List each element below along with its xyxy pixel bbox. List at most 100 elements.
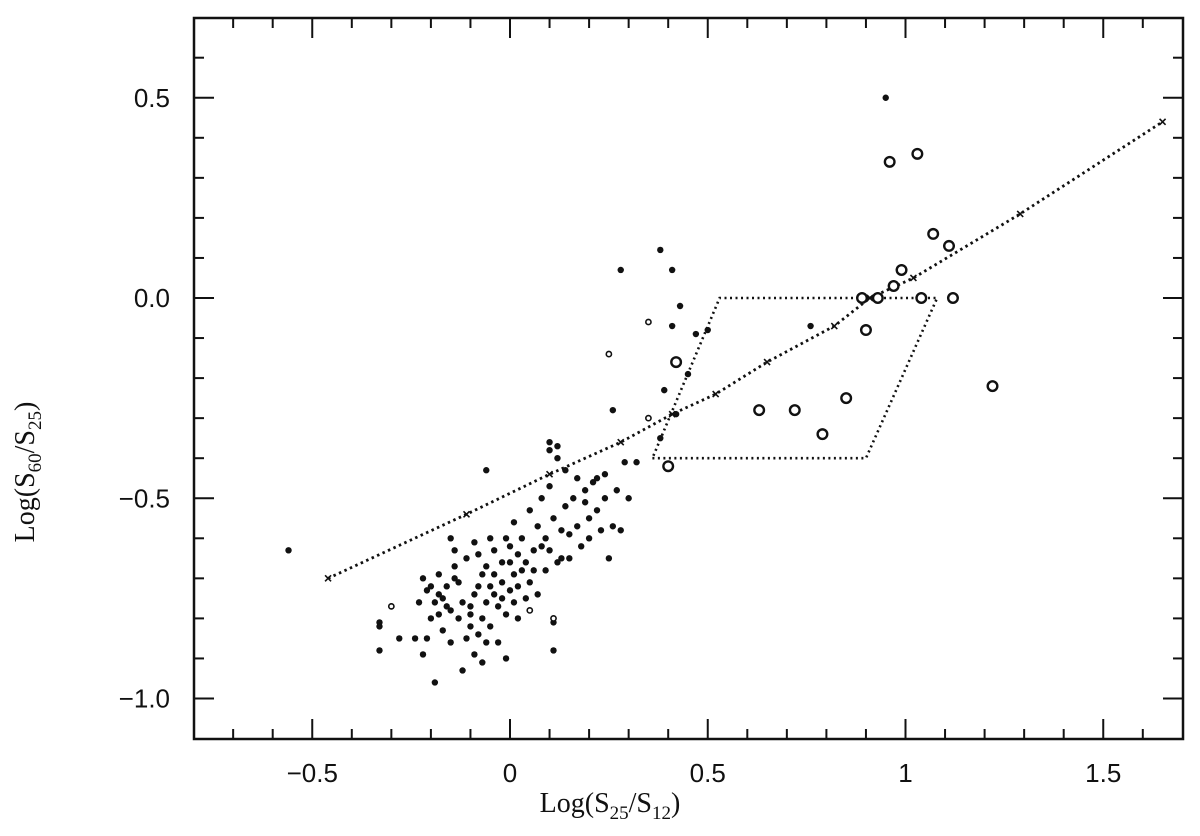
data-point: [589, 479, 597, 486]
data-point: [431, 599, 439, 606]
data-point: [554, 455, 561, 462]
fit-marker: [324, 574, 332, 582]
data-point: [526, 507, 533, 514]
data-point: [447, 607, 454, 614]
data-point: [546, 446, 553, 454]
data-point: [443, 603, 450, 610]
data-point: [534, 523, 541, 530]
data-point: [522, 559, 530, 566]
y-axis-label: Log(S60/S25): [10, 402, 46, 543]
data-point: [447, 639, 454, 646]
data-point: [617, 266, 624, 274]
data-point: [439, 627, 446, 634]
fit-marker: [545, 470, 554, 478]
x-tick-label: 1: [898, 758, 912, 788]
data-point: [514, 583, 522, 590]
data-point: [657, 246, 664, 254]
data-point: [483, 467, 490, 474]
data-point: [601, 495, 609, 502]
data-point-open: [871, 292, 884, 305]
data-point: [550, 515, 557, 522]
data-point: [451, 563, 458, 570]
data-point: [490, 571, 498, 578]
data-point: [455, 615, 462, 622]
data-point: [518, 535, 526, 542]
data-point: [463, 635, 470, 642]
data-point: [467, 623, 474, 630]
data-point: [471, 539, 478, 546]
data-point: [479, 659, 486, 666]
data-point: [593, 475, 601, 482]
data-point: [562, 467, 569, 474]
data-point: [427, 615, 435, 622]
fit-marker: [712, 390, 720, 398]
data-point: [435, 611, 443, 618]
data-point: [483, 563, 490, 570]
data-point: [597, 527, 605, 534]
data-point: [475, 583, 482, 590]
data-point: [467, 603, 474, 610]
x-tick-label: 0.5: [690, 758, 726, 788]
fit-marker: [909, 274, 917, 282]
data-point: [435, 571, 443, 578]
data-point: [554, 442, 561, 450]
data-point: [566, 531, 573, 538]
data-point: [506, 543, 514, 550]
data-points: [285, 94, 999, 686]
data-point: [423, 635, 431, 642]
axis-ticks: [194, 18, 1183, 739]
data-point: [427, 583, 435, 590]
data-point: [487, 535, 494, 542]
data-point: [451, 547, 458, 554]
y-tick-label: −1.0: [119, 684, 170, 714]
plot-frame: [192, 16, 1185, 741]
data-point-open: [753, 404, 766, 417]
data-point: [609, 406, 617, 414]
data-point: [585, 515, 593, 522]
data-point: [411, 635, 419, 642]
data-point: [506, 587, 514, 594]
data-point: [581, 487, 589, 494]
x-tick-label: −0.5: [287, 758, 338, 788]
data-point: [514, 615, 522, 622]
data-point: [510, 571, 518, 578]
data-point: [494, 603, 502, 610]
data-point: [463, 555, 470, 562]
data-point: [593, 507, 601, 514]
data-point: [882, 94, 889, 101]
data-point: [538, 495, 545, 502]
data-point: [542, 567, 549, 574]
data-point: [661, 386, 668, 394]
data-point-open: [883, 155, 896, 168]
data-point: [471, 651, 478, 658]
data-point: [475, 631, 482, 638]
data-point: [419, 575, 427, 582]
tick-labels: −0.5 0 0.5 1 1.5 −1.0 −0.5 0.0 0.5: [119, 83, 1122, 788]
data-point-open: [788, 404, 801, 417]
y-tick-label: −0.5: [119, 483, 170, 513]
data-point: [538, 543, 545, 550]
data-point-small-open: [550, 615, 557, 622]
data-point-small-open: [387, 602, 395, 610]
x-tick-label: 1.5: [1085, 758, 1121, 788]
data-point: [498, 579, 506, 586]
data-point-open: [915, 292, 928, 305]
data-point: [514, 551, 522, 558]
data-point: [423, 587, 431, 594]
data-point: [376, 623, 383, 630]
data-point: [558, 527, 565, 534]
y-tick-label: 0.0: [134, 283, 170, 313]
data-point: [625, 495, 632, 502]
data-point: [439, 595, 446, 602]
data-point: [455, 579, 462, 586]
data-point: [415, 599, 423, 606]
data-point: [657, 434, 664, 442]
data-point: [479, 571, 486, 578]
data-point-open: [946, 292, 959, 305]
data-point: [431, 679, 439, 686]
data-point: [550, 647, 557, 654]
data-point-small-open: [645, 318, 652, 326]
data-point: [494, 639, 502, 646]
data-point: [668, 322, 676, 330]
